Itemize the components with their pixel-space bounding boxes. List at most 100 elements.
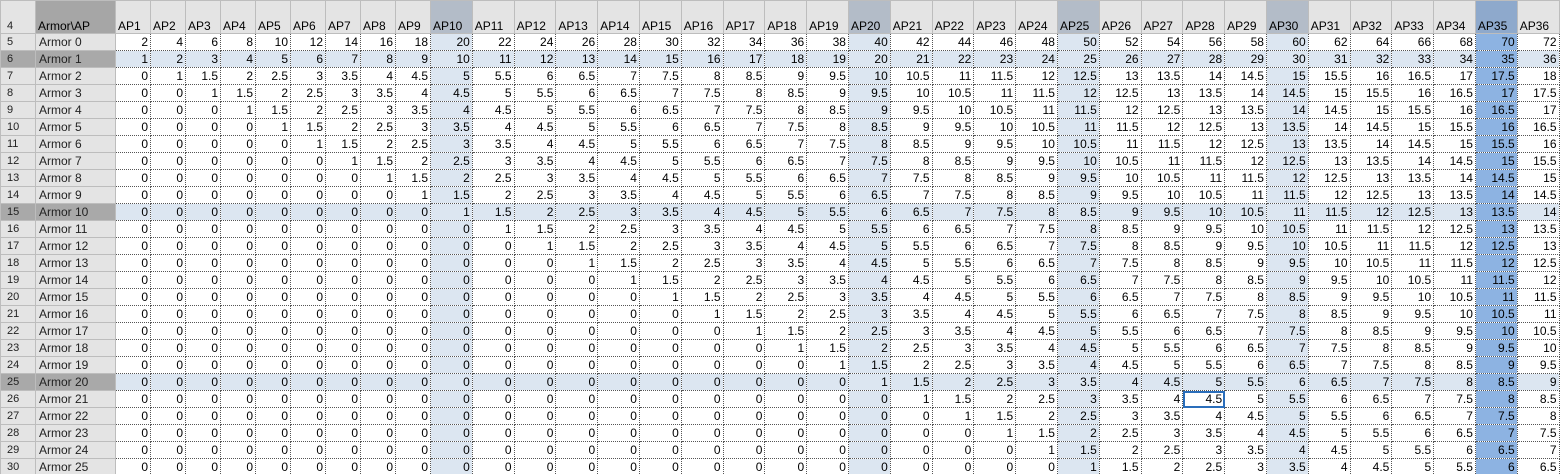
row-number[interactable]: 21 bbox=[0, 305, 36, 323]
cell[interactable]: 1 bbox=[220, 101, 256, 119]
cell[interactable]: 11 bbox=[1307, 220, 1351, 238]
cell[interactable]: 11 bbox=[471, 50, 515, 68]
cell[interactable]: 14 bbox=[325, 33, 361, 51]
cell[interactable]: 4 bbox=[931, 305, 975, 323]
cell[interactable]: 13.5 bbox=[1516, 220, 1560, 238]
cell[interactable]: 4.5 bbox=[1015, 322, 1058, 340]
cell[interactable]: 18 bbox=[764, 50, 808, 68]
cell[interactable]: 15 bbox=[1307, 84, 1351, 102]
cell[interactable]: 7.5 bbox=[680, 84, 724, 102]
cell[interactable]: 56 bbox=[1182, 33, 1226, 51]
cell[interactable]: 2.5 bbox=[395, 135, 431, 153]
column-header[interactable]: AP4 bbox=[220, 0, 256, 34]
cell[interactable]: 4.5 bbox=[889, 271, 933, 289]
cell[interactable]: 5.5 bbox=[1098, 322, 1142, 340]
cell[interactable]: 13 bbox=[1140, 84, 1184, 102]
cell[interactable]: 6 bbox=[1265, 373, 1309, 391]
column-header[interactable]: AP33 bbox=[1391, 0, 1435, 34]
cell[interactable]: 4.5 bbox=[1307, 441, 1351, 459]
cell[interactable]: 14 bbox=[1474, 186, 1518, 204]
cell[interactable]: 21 bbox=[889, 50, 933, 68]
cell[interactable]: 4 bbox=[1265, 441, 1309, 459]
cell[interactable]: 4 bbox=[1140, 390, 1184, 408]
cell[interactable]: 3 bbox=[555, 186, 599, 204]
cell[interactable]: 4.5 bbox=[395, 67, 431, 85]
cell[interactable]: 14 bbox=[1182, 67, 1226, 85]
cell[interactable]: 6 bbox=[889, 220, 933, 238]
cell[interactable]: 0 bbox=[290, 424, 326, 442]
cell[interactable]: 8.5 bbox=[722, 67, 766, 85]
cell[interactable]: 0 bbox=[290, 203, 326, 221]
cell[interactable]: 11 bbox=[1265, 203, 1309, 221]
cell[interactable]: 12.5 bbox=[1224, 135, 1267, 153]
cell[interactable]: 0 bbox=[185, 441, 221, 459]
cell[interactable]: 8 bbox=[1307, 322, 1351, 340]
cell[interactable]: 1.5 bbox=[597, 254, 640, 272]
cell[interactable]: 5 bbox=[1265, 407, 1309, 425]
cell[interactable]: 6 bbox=[847, 203, 891, 221]
cell[interactable]: 0 bbox=[290, 373, 326, 391]
cell[interactable]: 4 bbox=[1015, 339, 1058, 357]
cell[interactable]: 7.5 bbox=[764, 118, 808, 136]
cell[interactable]: 0 bbox=[395, 390, 431, 408]
cell[interactable]: 11.5 bbox=[1140, 135, 1184, 153]
cell[interactable]: 24 bbox=[513, 33, 557, 51]
cell[interactable]: 8 bbox=[680, 67, 724, 85]
cell[interactable]: 16 bbox=[1433, 101, 1476, 119]
cell[interactable]: 36 bbox=[1516, 50, 1560, 68]
cell[interactable]: 7 bbox=[1015, 237, 1058, 255]
cell[interactable]: 1.5 bbox=[1015, 424, 1058, 442]
cell[interactable]: 0 bbox=[395, 288, 431, 306]
cell[interactable]: 14.5 bbox=[1391, 135, 1435, 153]
cell[interactable]: 2 bbox=[290, 101, 326, 119]
cell[interactable]: 0 bbox=[115, 441, 151, 459]
cell[interactable]: 8.5 bbox=[1433, 356, 1476, 374]
cell[interactable]: 1.5 bbox=[722, 305, 766, 323]
cell[interactable]: 0 bbox=[680, 390, 724, 408]
cell[interactable]: 0 bbox=[680, 339, 724, 357]
cell[interactable]: 0 bbox=[115, 458, 151, 474]
cell[interactable]: 15.5 bbox=[1349, 84, 1393, 102]
cell[interactable]: 0 bbox=[555, 390, 599, 408]
cell[interactable]: 0 bbox=[185, 271, 221, 289]
cell[interactable]: 0 bbox=[430, 220, 473, 238]
cell[interactable]: 12.5 bbox=[1307, 169, 1351, 187]
cell[interactable]: 0 bbox=[513, 356, 557, 374]
cell[interactable]: 0 bbox=[764, 424, 808, 442]
cell[interactable]: 0 bbox=[638, 407, 682, 425]
cell[interactable]: 17 bbox=[1474, 84, 1518, 102]
cell[interactable]: 14 bbox=[1391, 152, 1435, 170]
cell[interactable]: 7 bbox=[325, 50, 361, 68]
cell[interactable]: 0 bbox=[150, 339, 186, 357]
cell[interactable]: 35 bbox=[1474, 50, 1518, 68]
cell[interactable]: 0 bbox=[115, 101, 151, 119]
cell[interactable]: 0 bbox=[115, 84, 151, 102]
cell[interactable]: 11 bbox=[1098, 135, 1142, 153]
cell[interactable]: 28 bbox=[1182, 50, 1226, 68]
cell[interactable]: 8 bbox=[764, 101, 808, 119]
cell[interactable]: 4.5 bbox=[680, 186, 724, 204]
cell[interactable]: 0 bbox=[513, 390, 557, 408]
cell[interactable]: 0 bbox=[185, 322, 221, 340]
cell[interactable]: 5 bbox=[973, 288, 1017, 306]
cell[interactable]: 7.5 bbox=[1433, 390, 1476, 408]
cell[interactable]: 5.5 bbox=[1182, 356, 1226, 374]
cell[interactable]: 4 bbox=[764, 237, 808, 255]
cell[interactable]: 6.5 bbox=[1349, 390, 1393, 408]
cell[interactable]: 0 bbox=[150, 390, 186, 408]
cell[interactable]: 0 bbox=[931, 441, 975, 459]
cell[interactable]: 0 bbox=[395, 203, 431, 221]
cell[interactable]: 3.5 bbox=[1265, 458, 1309, 474]
cell[interactable]: 12 bbox=[1182, 135, 1226, 153]
cell[interactable]: 1.5 bbox=[430, 186, 473, 204]
column-header[interactable]: AP2 bbox=[150, 0, 186, 34]
row-number[interactable]: 5 bbox=[0, 33, 36, 51]
cell[interactable]: 0 bbox=[430, 305, 473, 323]
row-number[interactable]: 17 bbox=[0, 237, 36, 255]
cell[interactable]: 14 bbox=[1433, 169, 1476, 187]
cell[interactable]: 0 bbox=[638, 424, 682, 442]
cell[interactable]: 2 bbox=[764, 305, 808, 323]
cell[interactable]: 6 bbox=[513, 67, 557, 85]
cell[interactable]: 11 bbox=[1056, 118, 1100, 136]
cell[interactable]: 0 bbox=[290, 169, 326, 187]
